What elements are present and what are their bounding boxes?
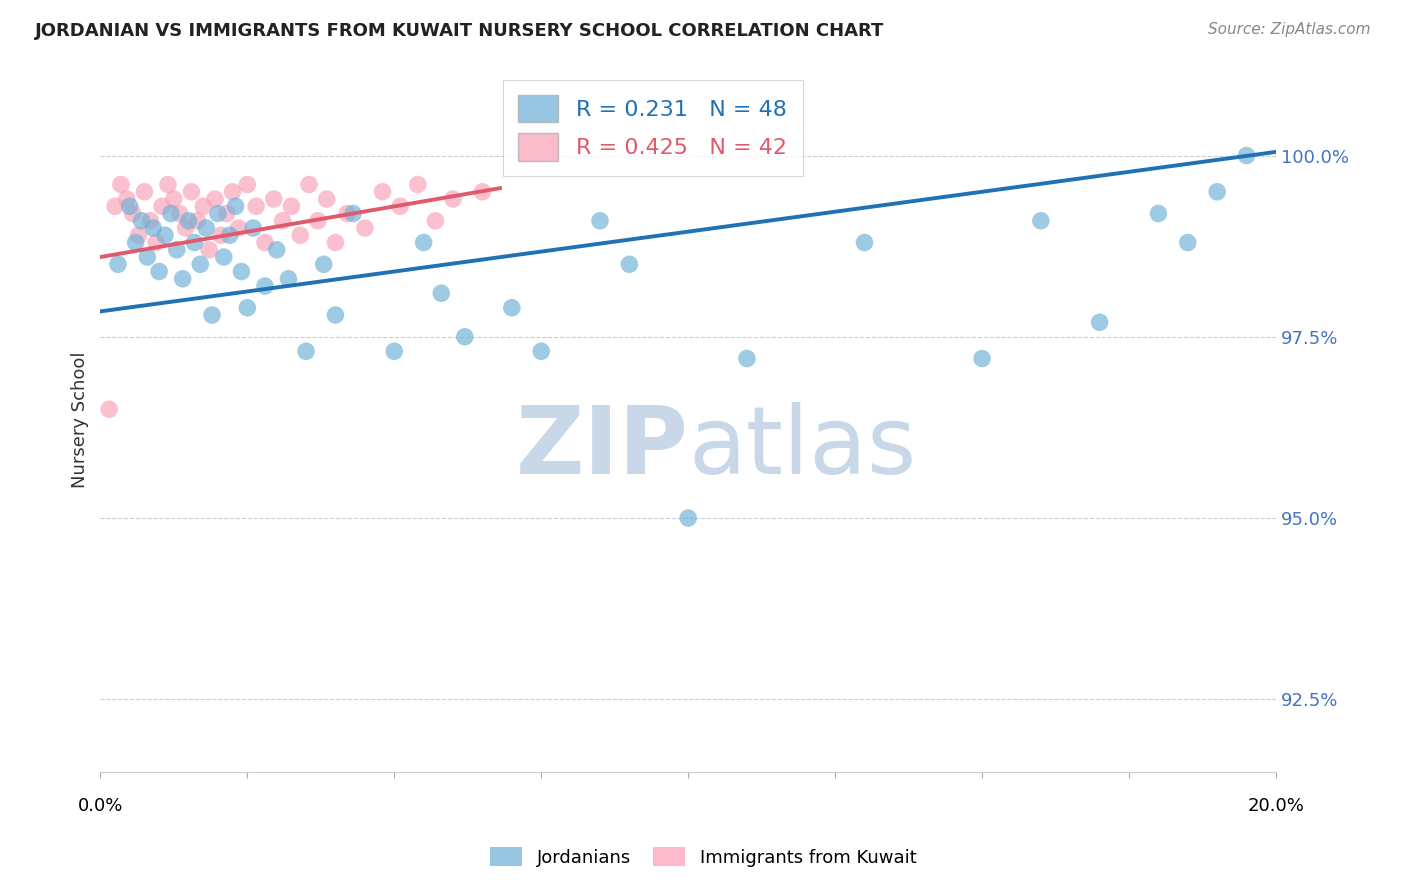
Point <box>1206 185 1229 199</box>
Point <box>148 264 170 278</box>
Point <box>180 185 202 199</box>
Text: 20.0%: 20.0% <box>1247 797 1305 815</box>
Text: ZIP: ZIP <box>515 402 688 494</box>
Y-axis label: Nursery School: Nursery School <box>72 352 89 489</box>
Point <box>193 199 215 213</box>
Point <box>389 199 412 213</box>
Point <box>195 221 218 235</box>
Point <box>228 221 250 235</box>
Point <box>98 402 121 417</box>
Point <box>107 257 129 271</box>
Point <box>198 243 221 257</box>
Point <box>183 235 205 250</box>
Legend: Jordanians, Immigrants from Kuwait: Jordanians, Immigrants from Kuwait <box>482 840 924 874</box>
Point <box>128 228 150 243</box>
Point <box>166 243 188 257</box>
Point <box>471 185 494 199</box>
Point <box>169 206 191 220</box>
Point <box>298 178 321 192</box>
Point <box>1177 235 1199 250</box>
Point <box>177 214 200 228</box>
Point <box>1147 206 1170 220</box>
Point <box>207 206 229 220</box>
Point <box>382 344 405 359</box>
Point <box>735 351 758 366</box>
Point <box>406 178 429 192</box>
Point <box>172 272 194 286</box>
Point <box>201 308 224 322</box>
Point <box>266 243 288 257</box>
Point <box>342 206 364 220</box>
Point <box>277 272 299 286</box>
Point <box>139 214 162 228</box>
Text: Source: ZipAtlas.com: Source: ZipAtlas.com <box>1208 22 1371 37</box>
Text: atlas: atlas <box>688 402 917 494</box>
Point <box>271 214 294 228</box>
Point <box>150 199 173 213</box>
Point <box>853 235 876 250</box>
Point <box>209 228 232 243</box>
Point <box>110 178 132 192</box>
Point <box>104 199 127 213</box>
Point <box>589 214 612 228</box>
Point <box>354 221 377 235</box>
Point <box>290 228 312 243</box>
Point <box>1029 214 1052 228</box>
Point <box>245 199 267 213</box>
Point <box>371 185 394 199</box>
Point <box>160 206 183 220</box>
Point <box>142 221 165 235</box>
Point <box>188 257 211 271</box>
Point <box>163 192 186 206</box>
Point <box>280 199 302 213</box>
Point <box>136 250 159 264</box>
Point <box>204 192 226 206</box>
Point <box>412 235 434 250</box>
Point <box>174 221 197 235</box>
Legend: R = 0.231   N = 48, R = 0.425   N = 42: R = 0.231 N = 48, R = 0.425 N = 42 <box>503 79 803 176</box>
Point <box>118 199 141 213</box>
Text: JORDANIAN VS IMMIGRANTS FROM KUWAIT NURSERY SCHOOL CORRELATION CHART: JORDANIAN VS IMMIGRANTS FROM KUWAIT NURS… <box>35 22 884 40</box>
Point <box>430 286 453 301</box>
Point <box>501 301 523 315</box>
Point <box>253 235 276 250</box>
Point <box>153 228 176 243</box>
Point <box>315 192 337 206</box>
Point <box>121 206 143 220</box>
Point <box>225 199 247 213</box>
Point <box>156 178 179 192</box>
Point <box>336 206 359 220</box>
Point <box>236 301 259 315</box>
Point <box>676 511 699 525</box>
Point <box>242 221 264 235</box>
Point <box>425 214 447 228</box>
Point <box>619 257 641 271</box>
Point <box>263 192 285 206</box>
Point <box>124 235 146 250</box>
Point <box>307 214 329 228</box>
Point <box>970 351 993 366</box>
Point <box>186 214 208 228</box>
Point <box>1236 148 1258 162</box>
Point <box>212 250 235 264</box>
Text: 0.0%: 0.0% <box>77 797 124 815</box>
Point <box>1088 315 1111 329</box>
Point <box>145 235 167 250</box>
Point <box>295 344 318 359</box>
Point <box>131 214 153 228</box>
Point <box>441 192 464 206</box>
Point <box>325 308 347 322</box>
Point <box>253 279 276 293</box>
Point <box>215 206 238 220</box>
Point <box>236 178 259 192</box>
Point <box>134 185 156 199</box>
Point <box>325 235 347 250</box>
Point <box>115 192 138 206</box>
Point <box>231 264 253 278</box>
Point <box>530 344 553 359</box>
Point <box>218 228 240 243</box>
Point <box>221 185 243 199</box>
Point <box>454 330 477 344</box>
Point <box>312 257 335 271</box>
